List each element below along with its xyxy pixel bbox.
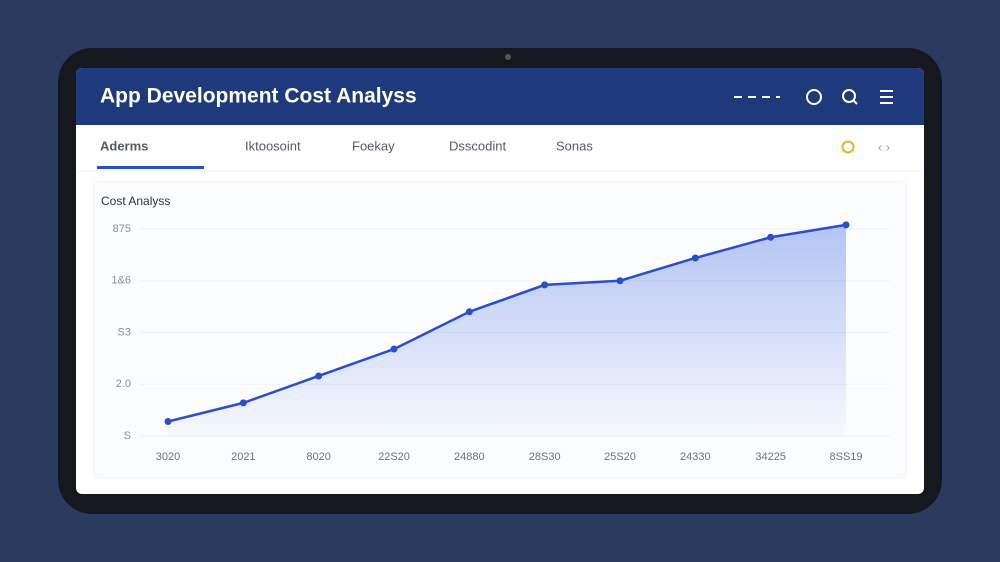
area-fill: [168, 224, 846, 436]
data-point: [616, 277, 624, 285]
data-point: [767, 233, 775, 241]
camera: [505, 54, 511, 60]
data-point: [164, 418, 172, 426]
y-tick-label: 1&6: [111, 275, 131, 287]
data-point: [842, 221, 850, 229]
search-icon-handle: [852, 99, 858, 105]
nav-tab[interactable]: Aderms: [100, 138, 148, 153]
data-point: [465, 308, 473, 316]
x-tick-label: 24880: [454, 451, 485, 463]
data-point: [315, 372, 323, 380]
x-tick-label: 34225: [755, 451, 786, 463]
search-icon[interactable]: [842, 89, 856, 103]
nav-arrows[interactable]: ‹ ›: [878, 139, 890, 154]
x-tick-label: 8020: [306, 451, 330, 463]
data-point: [239, 399, 247, 407]
y-tick-label: S3: [118, 326, 131, 338]
x-tick-label: 2021: [231, 451, 255, 463]
nav-tab[interactable]: Sonas: [556, 138, 593, 153]
menu-icon[interactable]: [880, 90, 893, 104]
power-icon[interactable]: [806, 89, 822, 105]
x-tick-label: 22S20: [378, 451, 410, 463]
x-tick-label: 3020: [156, 451, 180, 463]
nav-tab[interactable]: Dsscodint: [449, 138, 506, 153]
data-point: [691, 254, 699, 262]
x-tick-label: 8SS19: [829, 451, 862, 463]
nav-tab[interactable]: Foekay: [352, 138, 395, 153]
data-point: [390, 345, 398, 353]
x-tick-label: 24330: [680, 451, 711, 463]
x-tick-label: 28S30: [529, 451, 561, 463]
y-tick-label: 2.0: [116, 378, 131, 390]
x-tick-label: 25S20: [604, 451, 636, 463]
data-point: [541, 281, 549, 289]
chart-title: Cost Analyss: [101, 194, 170, 208]
y-tick-label: 875: [113, 223, 131, 235]
active-tab-underline: [97, 166, 204, 169]
app-title: App Development Cost Analyss: [100, 85, 417, 108]
y-tick-label: S: [124, 430, 131, 442]
line-series: [167, 223, 847, 423]
nav-tab[interactable]: Iktoosoint: [245, 138, 301, 153]
app-header: [76, 68, 924, 125]
status-icon[interactable]: [841, 140, 855, 154]
